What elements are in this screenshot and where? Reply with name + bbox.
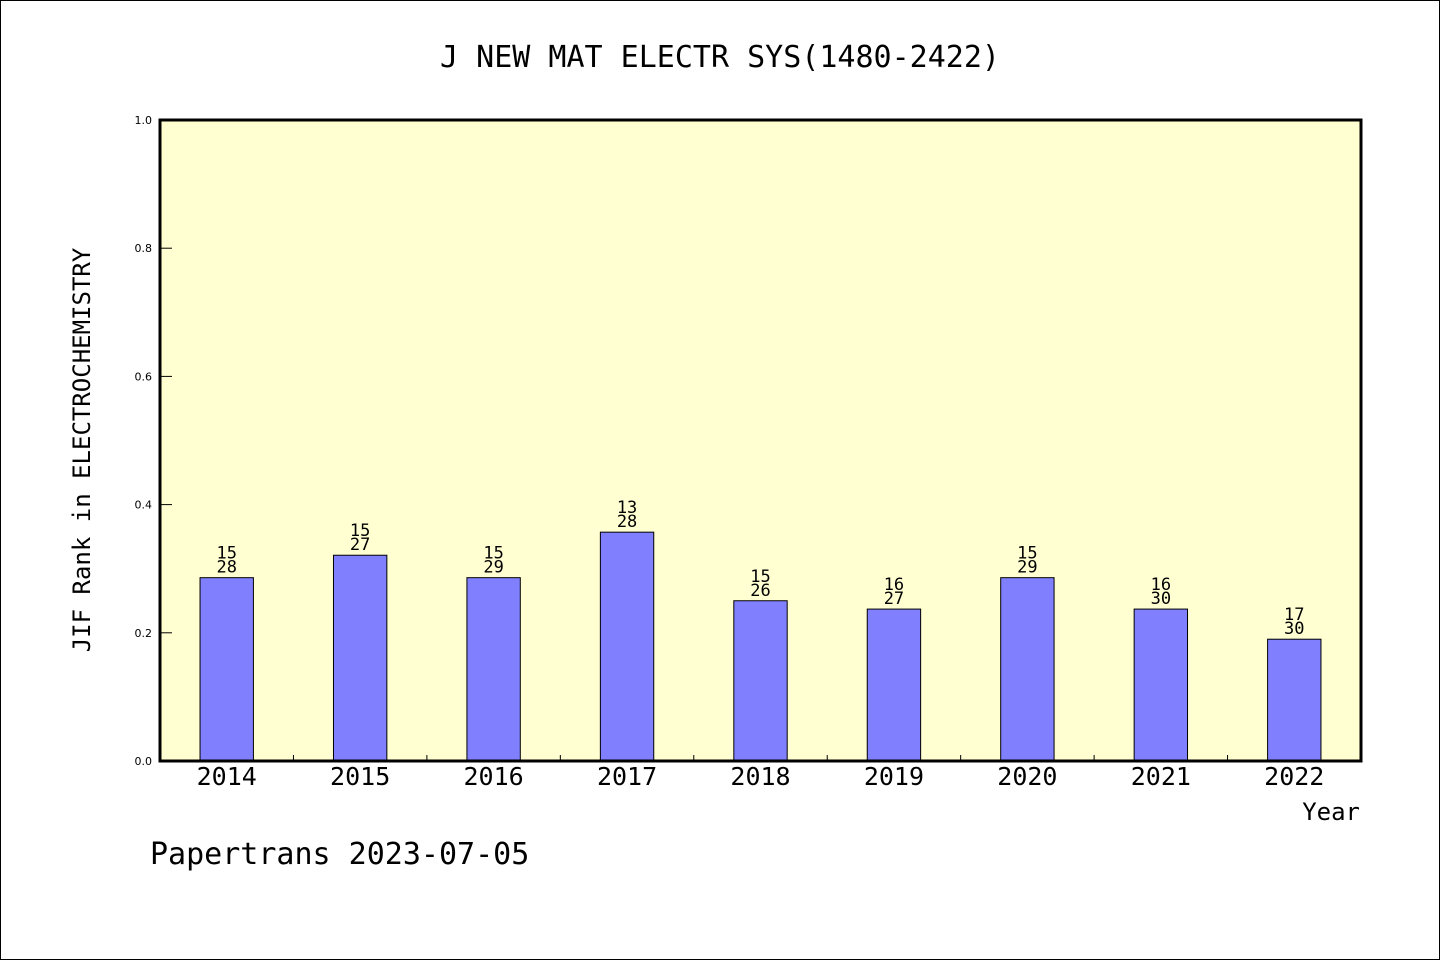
chart-title: J NEW MAT ELECTR SYS(1480-2422) xyxy=(440,40,1000,75)
bar-total-label: 29 xyxy=(483,558,503,578)
bar-2020 xyxy=(1000,577,1055,762)
x-tick-label: 2019 xyxy=(864,762,924,791)
bar-total-label: 29 xyxy=(1017,558,1037,578)
bar-rank-label: 15 xyxy=(1017,544,1037,564)
bar-2017 xyxy=(599,531,655,762)
x-axis: 2014 2015 2016 2017 2018 2019 2020 2021 2022 xyxy=(197,755,1324,791)
bar-2018 xyxy=(733,600,788,762)
y-tick-label: 0.4 xyxy=(135,499,153,512)
y-axis-label: JIF Rank in ELECTROCHEMISTRY xyxy=(68,247,96,652)
bar-rank-label: 16 xyxy=(884,575,904,595)
x-tick-label: 2021 xyxy=(1131,762,1191,791)
bar-total-label: 30 xyxy=(1151,589,1171,609)
bar-rank-label: 15 xyxy=(350,521,370,541)
bar-rank-label: 16 xyxy=(1151,575,1171,595)
bar-total-label: 26 xyxy=(750,581,770,601)
footer-text: Papertrans 2023-07-05 xyxy=(150,837,529,872)
bar-total-label: 28 xyxy=(617,512,637,532)
x-tick-label: 2017 xyxy=(597,762,657,791)
x-tick-label: 2022 xyxy=(1264,762,1324,791)
bar-rank-label: 15 xyxy=(750,567,770,587)
bar-2016 xyxy=(466,577,521,762)
bar-2019 xyxy=(866,608,922,762)
x-tick-label: 2015 xyxy=(330,762,390,791)
y-tick-label: 1.0 xyxy=(135,114,153,127)
bar-2015 xyxy=(332,554,388,762)
y-axis: 0.0 0.2 0.4 0.6 0.8 1.0 xyxy=(135,114,172,768)
plot-border xyxy=(158,118,1363,763)
bar-2021 xyxy=(1133,608,1189,762)
x-axis-label: Year xyxy=(1302,798,1360,826)
bar-total-label: 28 xyxy=(216,558,236,578)
y-tick-label: 0.6 xyxy=(135,370,153,383)
bar-rank-label: 15 xyxy=(483,544,503,564)
bar-total-label: 27 xyxy=(884,589,904,609)
y-tick-label: 0.8 xyxy=(135,242,153,255)
y-tick-label: 0.2 xyxy=(135,627,153,640)
x-tick-label: 2016 xyxy=(464,762,524,791)
bar-rank-label: 17 xyxy=(1284,605,1304,625)
bar-rank-label: 15 xyxy=(216,544,236,564)
bar-total-label: 27 xyxy=(350,535,370,555)
x-tick-label: 2018 xyxy=(730,762,790,791)
bar-total-label: 30 xyxy=(1284,619,1304,639)
x-tick-label: 2020 xyxy=(997,762,1057,791)
bar-2022 xyxy=(1267,638,1322,762)
x-tick-label: 2014 xyxy=(197,762,257,791)
bar-rank-label: 13 xyxy=(617,498,637,518)
y-tick-label: 0.0 xyxy=(135,755,153,768)
bar-2014 xyxy=(199,577,254,762)
